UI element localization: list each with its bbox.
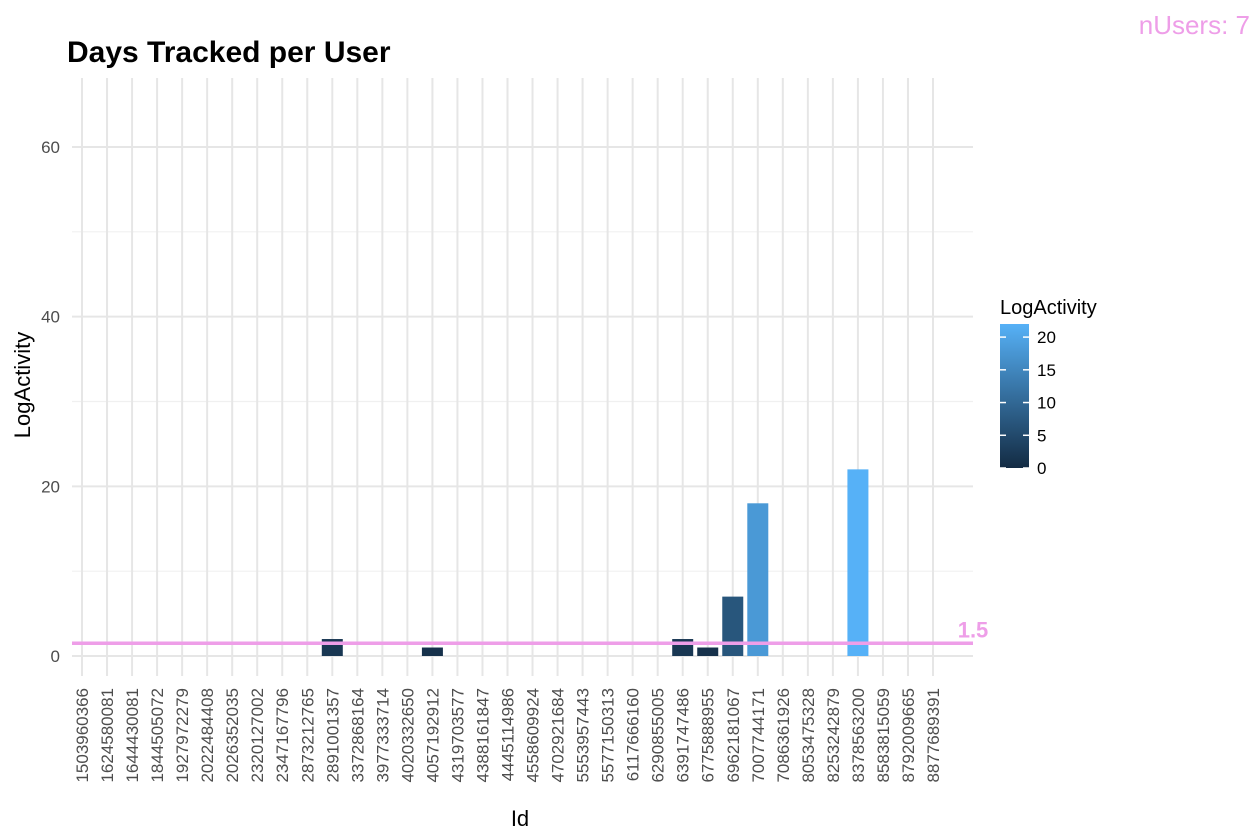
x-tick-label: 6117666160 bbox=[624, 688, 643, 781]
nusers-annotation: nUsers: 7 bbox=[1139, 10, 1250, 40]
x-axis-ticks: 1503960366 1624580081 1644430081 1844505072… bbox=[73, 688, 943, 783]
x-tick-label: 2873212765 bbox=[298, 688, 317, 783]
x-tick-label: 7086361926 bbox=[774, 688, 793, 783]
x-tick-label: 4445114986 bbox=[499, 688, 518, 781]
x-tick-label: 6290855005 bbox=[649, 688, 668, 783]
bar-6775888955 bbox=[697, 647, 719, 656]
x-tick-label: 2022484408 bbox=[198, 688, 217, 783]
bar-4057192912 bbox=[421, 647, 443, 656]
x-tick-label: 6391747486 bbox=[674, 688, 693, 783]
legend: LogActivity 0 5 10 15 20 bbox=[1000, 297, 1097, 478]
x-tick-label: 4020332650 bbox=[398, 688, 417, 783]
legend-tick-label: 5 bbox=[1037, 426, 1046, 445]
bar-7007744171 bbox=[747, 503, 769, 656]
y-tick-label: 40 bbox=[41, 308, 60, 327]
x-tick-label: 1503960366 bbox=[73, 688, 92, 783]
x-tick-label: 2891001357 bbox=[323, 688, 342, 783]
y-axis-title: LogActivity bbox=[10, 332, 35, 438]
x-tick-label: 8583815059 bbox=[874, 688, 893, 783]
x-axis-title: Id bbox=[511, 806, 529, 831]
x-tick-label: 7007744171 bbox=[749, 688, 768, 783]
x-tick-label: 8253242879 bbox=[824, 688, 843, 783]
x-tick-label: 4319703577 bbox=[448, 688, 467, 783]
y-tick-label: 0 bbox=[51, 647, 60, 666]
y-axis-ticks: 0 20 40 60 bbox=[41, 138, 60, 666]
x-tick-label: 4702921684 bbox=[549, 688, 568, 783]
x-tick-label: 2320127002 bbox=[248, 688, 267, 783]
x-tick-label: 6962181067 bbox=[724, 688, 743, 783]
x-tick-label: 4388161847 bbox=[473, 688, 492, 783]
x-tick-label: 8378563200 bbox=[849, 688, 868, 783]
x-tick-label: 8792009665 bbox=[899, 688, 918, 783]
x-tick-label: 1644430081 bbox=[123, 688, 142, 783]
x-tick-label: 8053475328 bbox=[799, 688, 818, 783]
minor-gridlines bbox=[72, 231, 973, 572]
x-tick-label: 3977333714 bbox=[373, 688, 392, 783]
legend-tick-label: 10 bbox=[1037, 394, 1056, 413]
legend-title: LogActivity bbox=[1000, 297, 1097, 319]
x-tick-label: 4057192912 bbox=[423, 688, 442, 783]
x-tick-label: 6775888955 bbox=[699, 688, 718, 783]
major-gridlines bbox=[72, 78, 973, 676]
x-tick-label: 5553957443 bbox=[574, 688, 593, 783]
legend-ticks: 0 5 10 15 20 bbox=[1000, 328, 1056, 478]
legend-tick-label: 15 bbox=[1037, 361, 1056, 380]
legend-tick-label: 0 bbox=[1037, 459, 1046, 478]
x-tick-label: 5577150313 bbox=[599, 688, 618, 783]
bars bbox=[321, 469, 869, 656]
y-tick-label: 60 bbox=[41, 138, 60, 157]
x-tick-label: 1927972279 bbox=[173, 688, 192, 783]
x-tick-label: 4558609924 bbox=[524, 688, 543, 783]
reference-line-label: 1.5 bbox=[958, 617, 989, 642]
x-tick-label: 8877689391 bbox=[924, 688, 943, 783]
x-tick-label: 1624580081 bbox=[98, 688, 117, 783]
bar-6962181067 bbox=[722, 596, 744, 656]
x-tick-label: 3372868164 bbox=[348, 688, 367, 783]
legend-tick-label: 20 bbox=[1037, 328, 1056, 347]
x-tick-label: 2026352035 bbox=[223, 688, 242, 783]
bar-8378563200 bbox=[847, 469, 869, 656]
x-tick-label: 2347167796 bbox=[273, 688, 292, 783]
x-tick-label: 1844505072 bbox=[148, 688, 167, 783]
chart-title: Days Tracked per User bbox=[67, 36, 391, 69]
y-tick-label: 20 bbox=[41, 477, 60, 496]
legend-colorbar bbox=[1000, 324, 1029, 468]
